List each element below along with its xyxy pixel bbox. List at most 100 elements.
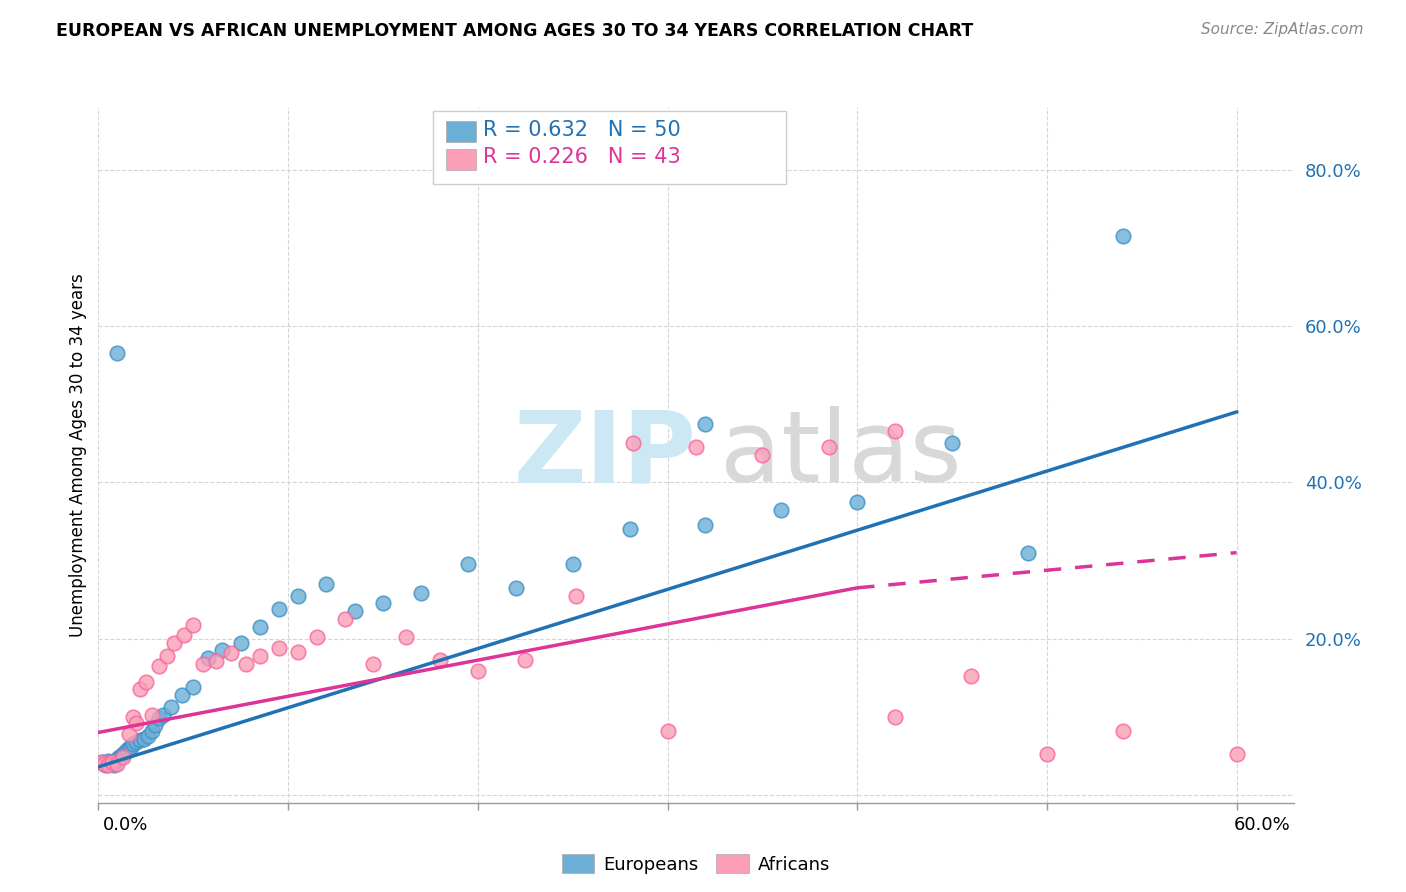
Point [817,440,839,454]
Point [1036,747,1059,762]
Point [1112,723,1135,738]
Point [136,730,159,744]
Text: Source: ZipAtlas.com: Source: ZipAtlas.com [1201,22,1364,37]
Point [115,742,138,756]
Point [409,586,432,600]
Point [267,602,290,616]
Point [156,648,179,663]
Text: R = 0.632   N = 50: R = 0.632 N = 50 [484,120,681,139]
Point [125,735,148,749]
Point [152,708,174,723]
Point [159,700,181,714]
Point [103,758,125,772]
Point [93,756,115,771]
Point [114,745,136,759]
Text: atlas: atlas [720,407,962,503]
Point [395,630,418,644]
Point [695,518,717,533]
Point [110,748,132,763]
Point [148,711,170,725]
Text: ZIP: ZIP [513,407,696,503]
Point [129,682,152,697]
Point [97,754,120,768]
Point [105,346,128,360]
Point [515,653,537,667]
Point [105,756,128,771]
Point [770,502,793,516]
Point [108,750,131,764]
Point [91,755,114,769]
Point [371,597,394,611]
Point [333,612,356,626]
Point [94,758,117,772]
Point [229,635,252,649]
Point [467,665,489,679]
Text: 60.0%: 60.0% [1234,816,1291,834]
Point [287,589,309,603]
Point [621,436,644,450]
Point [457,558,479,572]
Point [91,755,114,769]
Point [429,653,451,667]
Point [163,635,186,649]
Point [565,589,588,603]
Text: R = 0.226   N = 43: R = 0.226 N = 43 [484,147,681,168]
Point [751,448,773,462]
Point [619,522,641,536]
Point [205,653,228,667]
Point [143,717,166,731]
Point [846,495,869,509]
Point [884,710,907,724]
Point [170,688,193,702]
Point [181,617,204,632]
Point [141,723,163,738]
Point [1017,546,1039,560]
Point [343,604,366,618]
Point [315,577,337,591]
Point [657,723,679,738]
FancyBboxPatch shape [446,121,477,142]
Point [148,659,170,673]
Point [305,630,328,644]
Point [98,756,121,771]
Point [120,739,142,754]
Point [884,425,907,439]
Point [97,758,120,772]
FancyBboxPatch shape [433,111,786,184]
Point [197,651,219,665]
Point [135,674,157,689]
Point [561,558,583,572]
Point [118,727,141,741]
Point [219,646,242,660]
Point [267,640,290,655]
Y-axis label: Unemployment Among Ages 30 to 34 years: Unemployment Among Ages 30 to 34 years [69,273,87,637]
Point [191,657,214,671]
Point [93,756,115,771]
Point [363,657,385,671]
Point [112,750,135,764]
Point [1112,229,1135,244]
Point [249,648,271,663]
Point [235,657,257,671]
Point [121,737,143,751]
Point [100,755,122,769]
Text: 0.0%: 0.0% [103,816,148,834]
Point [695,417,717,431]
Point [112,747,135,762]
Point [941,436,963,450]
Point [181,680,204,694]
Point [505,581,527,595]
Point [118,741,141,756]
Legend: Europeans, Africans: Europeans, Africans [554,847,838,880]
Point [685,440,707,454]
Point [249,620,271,634]
Point [105,752,128,766]
Point [141,708,163,723]
FancyBboxPatch shape [446,149,477,169]
Point [125,716,148,731]
Point [173,628,195,642]
Point [211,643,233,657]
Point [1226,747,1249,762]
Point [129,733,152,747]
Text: EUROPEAN VS AFRICAN UNEMPLOYMENT AMONG AGES 30 TO 34 YEARS CORRELATION CHART: EUROPEAN VS AFRICAN UNEMPLOYMENT AMONG A… [56,22,973,40]
